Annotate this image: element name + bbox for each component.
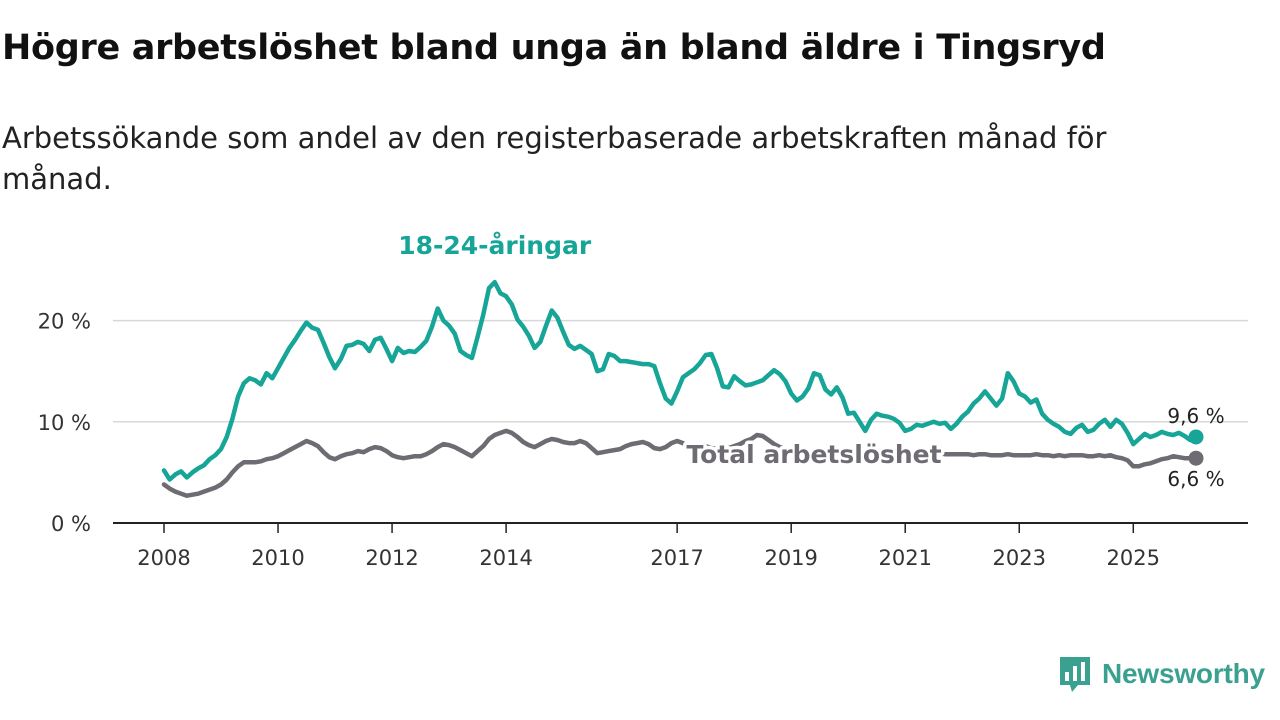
series-label: Total arbetslöshet	[686, 440, 941, 469]
x-tick-label: 2025	[1107, 546, 1160, 570]
end-value-label: 6,6 %	[1167, 467, 1224, 491]
chart-subtitle: Arbetssökande som andel av den registerb…	[2, 121, 1107, 196]
x-tick-label: 2010	[251, 546, 304, 570]
x-tick-label: 2012	[365, 546, 418, 570]
brand-name: Newsworthy	[1102, 658, 1265, 689]
y-axis: 0 % 10 % 20 %	[38, 310, 91, 536]
x-axis: 2008 2010 2012 2014 2017 2019 2021 2023 2025	[113, 522, 1248, 570]
x-tick-label: 2023	[993, 546, 1046, 570]
bar-chart-icon	[1060, 657, 1090, 692]
chart-title: Högre arbetslöshet bland unga än bland ä…	[2, 28, 1106, 68]
x-tick-label: 2017	[650, 546, 703, 570]
y-tick-label: 20 %	[38, 310, 91, 334]
x-tick-label: 2021	[878, 546, 931, 570]
y-tick-label: 10 %	[38, 411, 91, 435]
x-tick-label: 2008	[137, 546, 190, 570]
newsworthy-logo: Newsworthy	[1058, 655, 1265, 693]
x-tick-label: 2019	[764, 546, 817, 570]
end-point	[1188, 429, 1204, 445]
series-line	[161, 428, 1199, 498]
series-lines	[161, 279, 1199, 498]
grid-lines	[113, 319, 1248, 423]
series-label: 18-24-åringar	[398, 231, 592, 260]
series-line	[161, 279, 1199, 482]
end-point	[1188, 450, 1204, 466]
x-tick-label: 2014	[479, 546, 532, 570]
series-labels: 9,6 % 6,6 % 18-24-åringar Total arbetslöshe…	[395, 228, 1225, 492]
y-tick-label: 0 %	[51, 512, 91, 536]
end-value-label: 9,6 %	[1167, 404, 1224, 428]
